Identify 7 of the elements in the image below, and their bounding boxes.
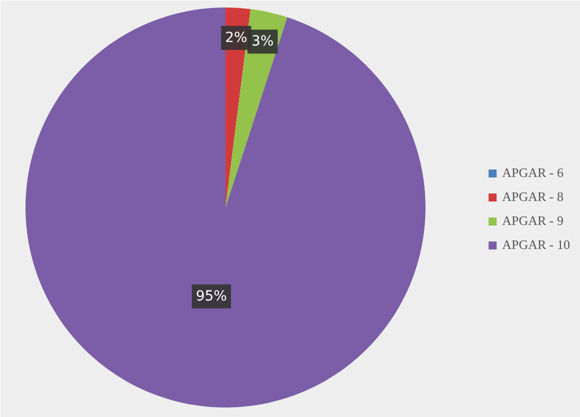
data-label: 3%: [251, 34, 274, 50]
data-label: 2%: [225, 30, 248, 46]
legend-label: APGAR - 6: [502, 164, 564, 180]
legend-label: APGAR - 10: [502, 236, 570, 252]
legend-label: APGAR - 8: [502, 188, 564, 204]
legend-label: APGAR - 9: [502, 212, 564, 228]
data-label: 95%: [196, 288, 227, 304]
